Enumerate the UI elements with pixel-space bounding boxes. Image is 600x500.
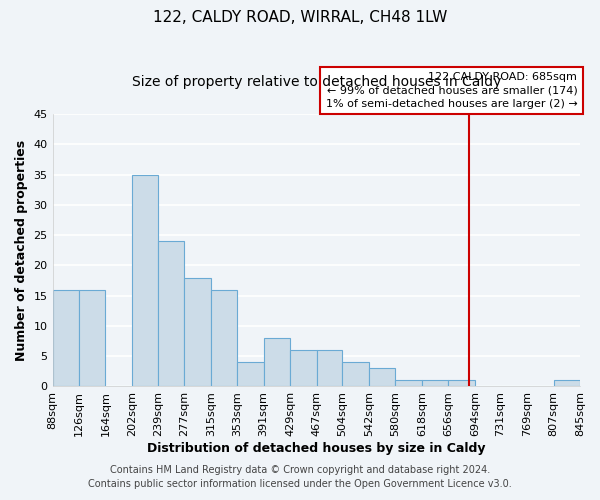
Bar [237, 362, 263, 386]
X-axis label: Distribution of detached houses by size in Caldy: Distribution of detached houses by size … [147, 442, 485, 455]
Title: Size of property relative to detached houses in Caldy: Size of property relative to detached ho… [131, 76, 501, 90]
Bar [554, 380, 580, 386]
Bar [448, 380, 475, 386]
Bar [211, 290, 237, 386]
Text: Contains HM Land Registry data © Crown copyright and database right 2024.
Contai: Contains HM Land Registry data © Crown c… [88, 465, 512, 489]
Bar [395, 380, 422, 386]
Bar [343, 362, 369, 386]
Bar [132, 174, 158, 386]
Bar [184, 278, 211, 386]
Bar [422, 380, 448, 386]
Bar [263, 338, 290, 386]
Y-axis label: Number of detached properties: Number of detached properties [15, 140, 28, 361]
Text: 122 CALDY ROAD: 685sqm
← 99% of detached houses are smaller (174)
1% of semi-det: 122 CALDY ROAD: 685sqm ← 99% of detached… [326, 72, 577, 108]
Bar [369, 368, 395, 386]
Bar [317, 350, 343, 387]
Text: 122, CALDY ROAD, WIRRAL, CH48 1LW: 122, CALDY ROAD, WIRRAL, CH48 1LW [153, 10, 447, 25]
Bar [290, 350, 317, 387]
Bar [53, 290, 79, 386]
Bar [79, 290, 106, 386]
Bar [158, 241, 184, 386]
